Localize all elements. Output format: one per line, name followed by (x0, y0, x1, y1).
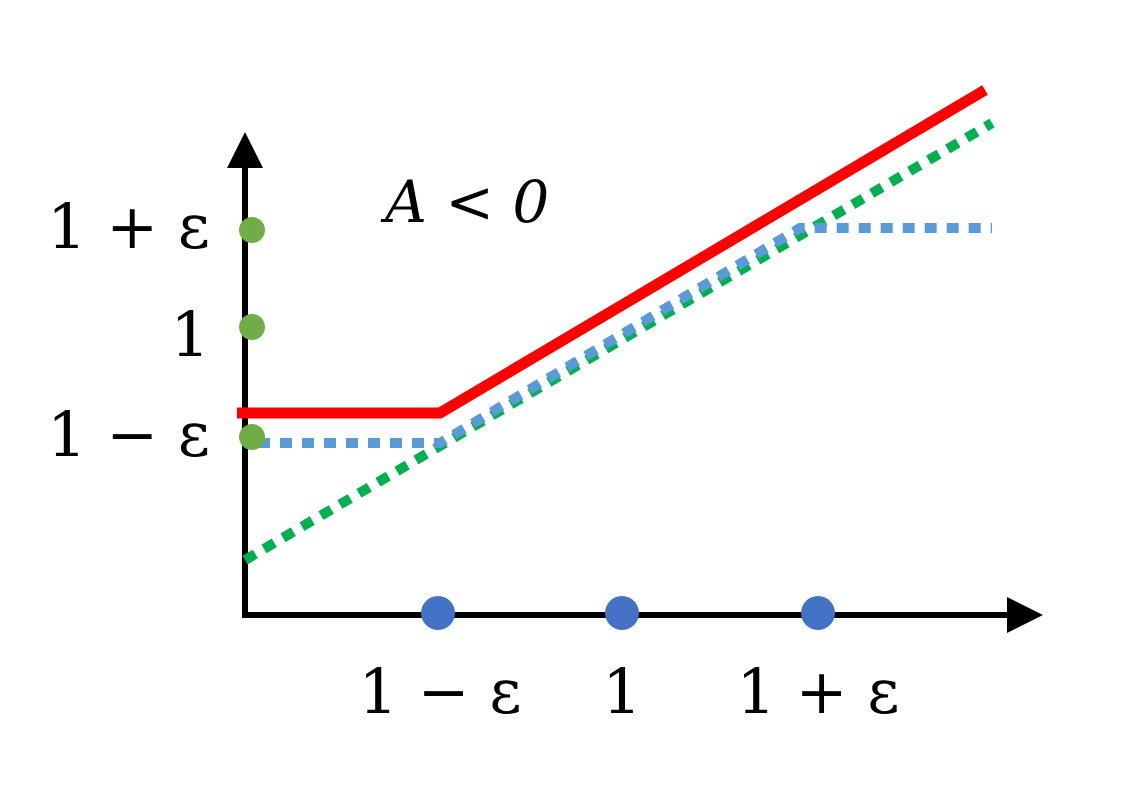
y-label-1: 1 (171, 298, 210, 371)
y-marker-1-plus-eps (239, 217, 265, 243)
x-label-1: 1 (602, 655, 641, 728)
x-marker-1 (605, 596, 639, 630)
red-objective-line (237, 85, 988, 419)
y-marker-1-minus-eps (239, 424, 265, 450)
y-label-1-minus-eps: 1 − ε (47, 398, 210, 471)
x-label-1-minus-eps: 1 − ε (359, 655, 522, 728)
condition-label: A < 0 (380, 168, 549, 236)
x-label-1-plus-eps: 1 + ε (737, 655, 900, 728)
green-dotted-line (242, 118, 995, 565)
x-marker-1-plus-eps (801, 596, 835, 630)
blue-dotted-line (258, 223, 992, 448)
y-label-1-plus-eps: 1 + ε (47, 190, 210, 263)
x-marker-1-minus-eps (421, 596, 455, 630)
y-marker-1 (239, 314, 265, 340)
